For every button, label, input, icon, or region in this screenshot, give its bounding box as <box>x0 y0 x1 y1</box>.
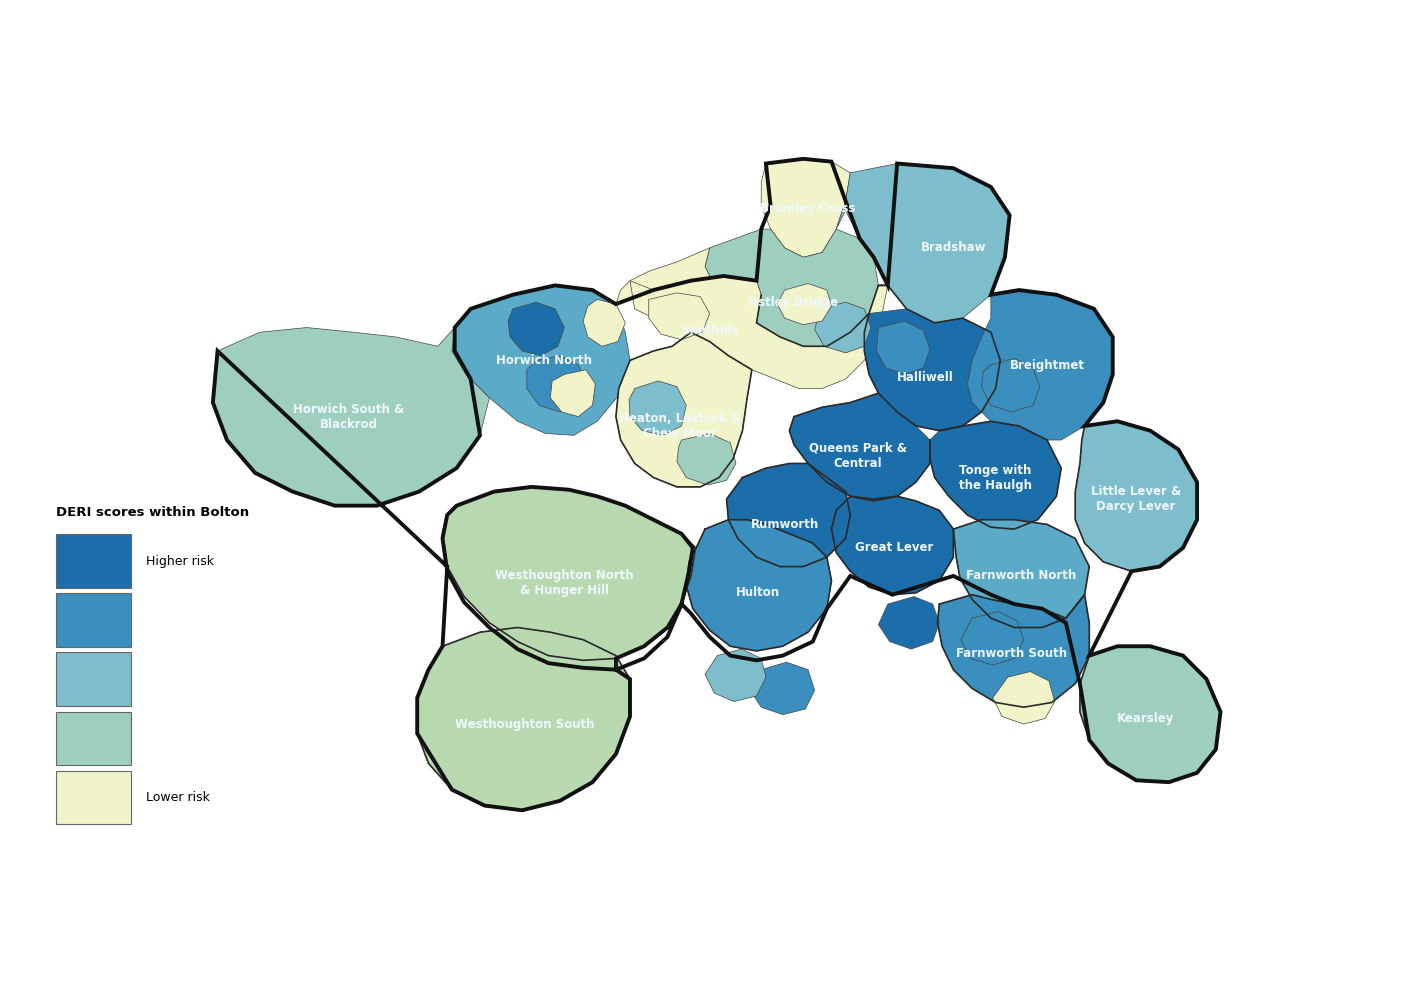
Polygon shape <box>815 303 871 353</box>
Text: Great Lever: Great Lever <box>856 542 933 555</box>
Text: Queens Park &
Central: Queens Park & Central <box>808 442 906 470</box>
FancyBboxPatch shape <box>56 653 130 706</box>
Text: Hulton: Hulton <box>735 586 780 599</box>
Polygon shape <box>832 496 954 594</box>
Polygon shape <box>648 293 710 339</box>
Polygon shape <box>676 434 737 485</box>
Polygon shape <box>937 594 1089 707</box>
Polygon shape <box>1080 646 1221 782</box>
Polygon shape <box>727 463 850 566</box>
Text: Tonge with
the Haulgh: Tonge with the Haulgh <box>960 463 1033 491</box>
Text: Astley Bridge: Astley Bridge <box>749 296 839 309</box>
Text: Breightmet: Breightmet <box>1010 358 1085 372</box>
Text: Heaton, Lostock &
Chew Moor: Heaton, Lostock & Chew Moor <box>619 412 741 440</box>
Polygon shape <box>961 611 1024 665</box>
Polygon shape <box>864 309 1000 431</box>
Text: Lower risk: Lower risk <box>146 791 210 804</box>
FancyBboxPatch shape <box>56 711 130 766</box>
Polygon shape <box>528 356 586 412</box>
Text: Little Lever &
Darcy Lever: Little Lever & Darcy Lever <box>1092 485 1181 513</box>
Polygon shape <box>777 284 832 324</box>
Text: Higher risk: Higher risk <box>146 555 215 567</box>
Text: Farnworth South: Farnworth South <box>955 647 1068 661</box>
Polygon shape <box>930 422 1061 529</box>
Polygon shape <box>616 248 762 322</box>
Polygon shape <box>836 164 1010 322</box>
Text: Bromley Cross: Bromley Cross <box>760 202 856 215</box>
Text: Horwich South &
Blackrod: Horwich South & Blackrod <box>293 403 404 431</box>
Polygon shape <box>584 300 626 346</box>
Polygon shape <box>213 327 490 506</box>
FancyBboxPatch shape <box>56 535 130 588</box>
Polygon shape <box>954 520 1089 628</box>
Text: Horwich North: Horwich North <box>495 354 592 367</box>
Polygon shape <box>686 520 832 651</box>
Polygon shape <box>508 303 564 356</box>
Polygon shape <box>550 370 595 417</box>
Polygon shape <box>1075 422 1197 571</box>
Polygon shape <box>616 332 752 487</box>
FancyBboxPatch shape <box>56 593 130 648</box>
Text: Bradshaw: Bradshaw <box>920 241 986 254</box>
Polygon shape <box>762 159 850 257</box>
Polygon shape <box>704 649 766 701</box>
Polygon shape <box>982 358 1040 412</box>
Text: Rumworth: Rumworth <box>751 518 819 531</box>
Polygon shape <box>442 487 696 661</box>
Polygon shape <box>993 672 1055 724</box>
Text: Farnworth North: Farnworth North <box>965 569 1076 582</box>
Polygon shape <box>749 663 815 714</box>
Polygon shape <box>629 381 686 435</box>
Polygon shape <box>877 321 930 374</box>
FancyBboxPatch shape <box>56 771 130 824</box>
Polygon shape <box>630 276 888 389</box>
Polygon shape <box>704 229 878 346</box>
Text: Kearsley: Kearsley <box>1117 712 1174 725</box>
Polygon shape <box>968 290 1113 440</box>
Text: Westhoughton North
& Hunger Hill: Westhoughton North & Hunger Hill <box>495 569 634 597</box>
Polygon shape <box>790 393 930 501</box>
Text: DERI scores within Bolton: DERI scores within Bolton <box>56 506 250 519</box>
Polygon shape <box>878 596 940 649</box>
Polygon shape <box>417 628 630 810</box>
Polygon shape <box>452 286 630 435</box>
Text: Westhoughton South: Westhoughton South <box>455 717 595 730</box>
Text: Halliwell: Halliwell <box>897 371 954 384</box>
Text: Smithills: Smithills <box>680 323 738 337</box>
